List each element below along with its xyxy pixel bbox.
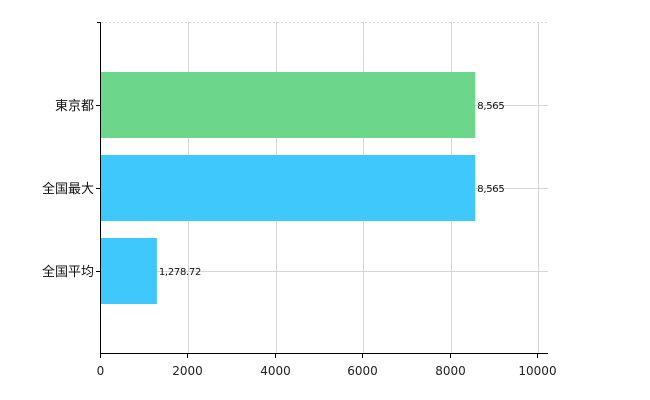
category-label: 全国最大 <box>42 181 94 197</box>
x-tick-label: 2000 <box>172 364 203 378</box>
bar <box>101 72 476 138</box>
bar <box>101 238 157 304</box>
data-label: 1,278.72 <box>159 267 201 278</box>
x-tick-label: 4000 <box>260 364 291 378</box>
x-tick-label: 8000 <box>435 364 466 378</box>
x-tick-label: 6000 <box>347 364 378 378</box>
bar <box>101 155 476 221</box>
data-label: 8,565 <box>477 101 504 112</box>
category-label: 全国平均 <box>42 264 94 280</box>
x-tick-label: 10000 <box>518 364 556 378</box>
bars <box>101 72 476 304</box>
category-label: 東京都 <box>55 98 94 114</box>
axes <box>96 22 548 358</box>
x-tick-label: 0 <box>97 364 105 378</box>
data-label: 8,565 <box>477 184 504 195</box>
